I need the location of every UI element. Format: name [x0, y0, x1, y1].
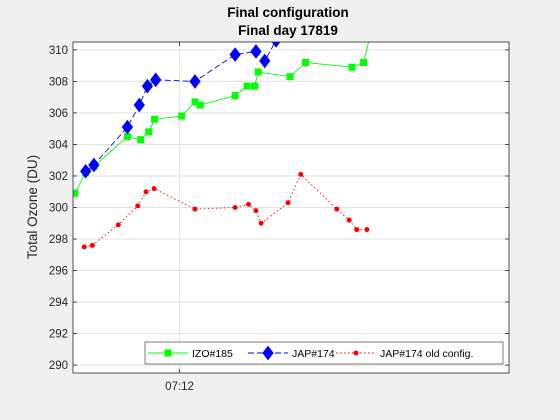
data-point: [81, 244, 87, 250]
y-tick-label: 290: [49, 360, 68, 372]
data-point: [302, 58, 310, 66]
y-tick-label: 310: [49, 45, 68, 57]
legend-marker: [353, 350, 359, 356]
legend: IZO#185 JAP#174 JAP#174 old config.: [144, 341, 504, 365]
data-point: [250, 44, 262, 59]
grid: [73, 42, 509, 373]
y-axis: 290 292 294 296 298 300 302 304 306 308 310: [49, 45, 509, 372]
x-tick-label: 07:12: [165, 381, 194, 393]
data-point: [178, 112, 186, 120]
legend-box: [144, 341, 504, 365]
data-point: [135, 203, 141, 209]
data-point: [88, 157, 100, 173]
data-point: [369, 23, 375, 29]
data-point: [346, 217, 352, 223]
data-point: [271, 42, 281, 48]
data-point: [80, 163, 92, 179]
legend-marker: [164, 349, 172, 357]
y-tick-label: 298: [49, 234, 68, 246]
data-point: [285, 200, 291, 206]
y-tick-label: 304: [49, 139, 69, 151]
data-point: [334, 206, 340, 212]
x-axis: 07:12: [165, 42, 194, 393]
data-point: [354, 227, 360, 233]
data-point: [121, 119, 134, 135]
data-point: [192, 206, 198, 212]
data-point: [286, 73, 294, 81]
data-point: [231, 92, 239, 100]
series-1: [80, 42, 281, 179]
chart-title: Final configuration: [227, 5, 349, 20]
data-point: [258, 220, 264, 226]
y-tick-label: 306: [49, 108, 68, 120]
data-point: [253, 208, 259, 214]
y-tick-label: 292: [49, 329, 68, 341]
data-point: [364, 227, 370, 233]
data-point: [254, 68, 262, 76]
y-tick-label: 294: [49, 297, 69, 309]
data-point: [141, 78, 154, 94]
chart-subtitle: Final day 17819: [238, 23, 338, 38]
legend-label: JAP#174: [292, 348, 335, 360]
data-point: [143, 189, 149, 195]
data-point: [246, 201, 252, 207]
legend-label: JAP#174 old config.: [380, 348, 473, 360]
data-point: [196, 101, 204, 109]
data-point: [115, 222, 121, 228]
data-point: [150, 72, 162, 88]
data-point: [151, 115, 159, 123]
y-tick-label: 302: [49, 171, 68, 183]
data-point: [229, 47, 241, 62]
data-point: [145, 128, 153, 136]
y-tick-label: 308: [49, 76, 68, 88]
data-point: [243, 82, 251, 90]
y-tick-label: 296: [49, 266, 68, 278]
data-point: [259, 53, 271, 69]
series-0: [73, 23, 375, 197]
data-point: [348, 63, 356, 71]
data-point: [151, 186, 157, 192]
legend-marker: [262, 345, 274, 361]
data-point: [232, 205, 238, 210]
series-2: [81, 171, 370, 250]
series-layer: [73, 23, 375, 250]
data-point: [189, 74, 201, 89]
data-point: [137, 136, 145, 144]
data-point: [251, 82, 259, 90]
y-axis-label: Total Ozone (DU): [25, 155, 40, 259]
data-point: [298, 171, 304, 177]
legend-label: IZO#185: [192, 348, 233, 360]
data-point: [123, 133, 131, 141]
data-point: [89, 242, 95, 248]
y-tick-label: 300: [49, 203, 68, 215]
data-point: [133, 97, 145, 113]
data-point: [73, 189, 79, 197]
data-point: [360, 58, 368, 66]
